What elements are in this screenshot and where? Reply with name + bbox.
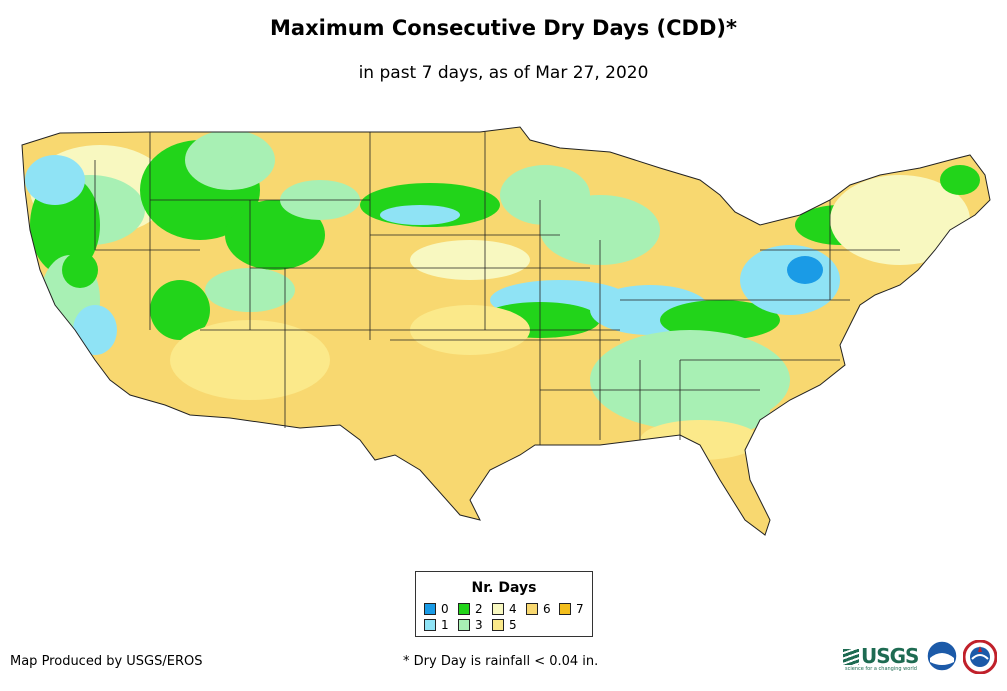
nws-logo-icon — [963, 640, 997, 674]
legend-label: 2 — [475, 602, 483, 616]
legend-item-0: 0 — [424, 602, 449, 616]
legend-swatch — [526, 603, 538, 615]
legend-label: 0 — [441, 602, 449, 616]
legend-item-3: 3 — [458, 618, 483, 632]
legend-item-1: 1 — [424, 618, 449, 632]
legend-swatch — [492, 603, 504, 615]
legend-item-7: 7 — [559, 602, 584, 616]
footnote: * Dry Day is rainfall < 0.04 in. — [403, 654, 599, 669]
legend-item-6: 6 — [526, 602, 551, 616]
legend: Nr. Days 0 1 2 3 4 5 6 7 — [415, 571, 593, 637]
legend-label: 3 — [475, 618, 483, 632]
legend-label: 1 — [441, 618, 449, 632]
map-credit: Map Produced by USGS/EROS — [10, 654, 203, 669]
legend-swatch — [424, 603, 436, 615]
noaa-logo-icon — [926, 640, 958, 672]
legend-item-4: 4 — [492, 602, 517, 616]
cdd-map — [21, 126, 991, 536]
usgs-logo: USGS — [843, 644, 919, 668]
legend-item-5: 5 — [492, 618, 517, 632]
legend-label: 7 — [576, 602, 584, 616]
map-title: Maximum Consecutive Dry Days (CDD)* — [270, 16, 737, 40]
legend-title: Nr. Days — [471, 580, 537, 596]
legend-swatch — [458, 619, 470, 631]
map-subtitle: in past 7 days, as of Mar 27, 2020 — [358, 63, 649, 83]
legend-label: 6 — [543, 602, 551, 616]
legend-swatch — [458, 603, 470, 615]
legend-swatch — [492, 619, 504, 631]
legend-label: 4 — [509, 602, 517, 616]
legend-swatch — [559, 603, 571, 615]
agency-logos: USGS science for a changing world — [843, 640, 1003, 680]
legend-label: 5 — [509, 618, 517, 632]
legend-swatch — [424, 619, 436, 631]
usgs-tagline: science for a changing world — [845, 666, 917, 672]
legend-item-2: 2 — [458, 602, 483, 616]
usgs-logo-text: USGS — [861, 644, 919, 668]
